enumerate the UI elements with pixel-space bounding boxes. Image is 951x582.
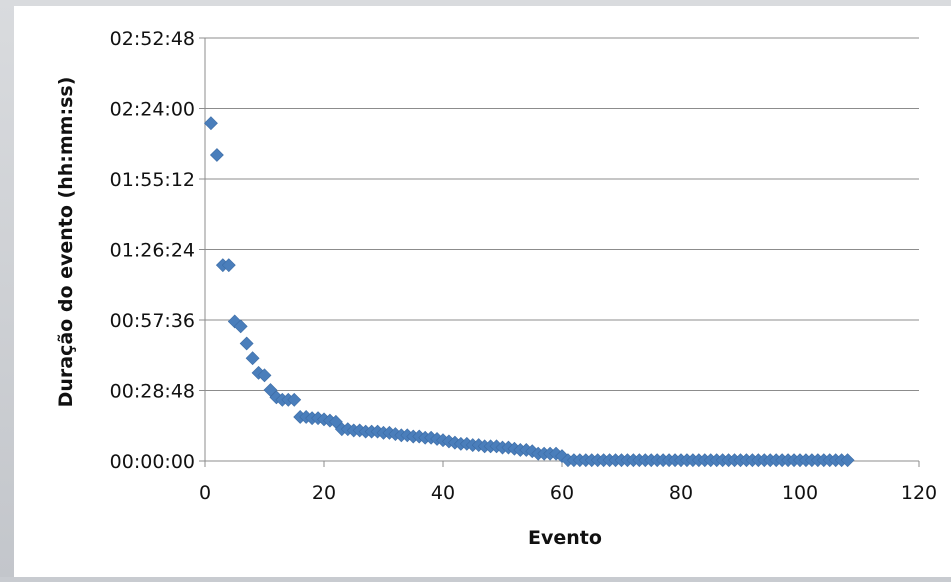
x-tick-label: 40 xyxy=(431,482,455,504)
data-point xyxy=(840,453,855,468)
x-tick-label: 100 xyxy=(782,482,818,504)
y-tick-label: 00:57:36 xyxy=(110,310,195,332)
data-point xyxy=(233,319,248,334)
y-tick-label: 01:55:12 xyxy=(110,169,195,191)
data-points xyxy=(204,116,855,468)
y-tick-label: 01:26:24 xyxy=(110,240,195,262)
data-point xyxy=(245,351,260,366)
axes xyxy=(199,37,920,467)
y-tick-labels: 00:00:00 00:28:48 00:57:36 01:26:24 01:55:12… xyxy=(110,28,195,473)
data-point xyxy=(221,258,236,273)
y-tick-label: 00:00:00 xyxy=(110,451,195,473)
y-tick-label: 02:24:00 xyxy=(110,99,195,121)
y-tick-label: 02:52:48 xyxy=(110,28,195,50)
x-tick-label: 120 xyxy=(901,482,937,504)
gridlines xyxy=(205,37,919,391)
x-tick-label: 60 xyxy=(550,482,574,504)
x-tick-label: 20 xyxy=(312,482,336,504)
scatter-chart: 00:00:00 00:28:48 00:57:36 01:26:24 01:55:12… xyxy=(55,28,937,549)
data-point xyxy=(239,336,254,351)
y-axis-title: Duração do evento (hh:mm:ss) xyxy=(55,77,77,408)
data-point xyxy=(204,116,218,131)
x-tick-label: 0 xyxy=(199,482,211,504)
data-point xyxy=(287,392,302,407)
x-axis-title: Evento xyxy=(528,527,602,549)
data-point xyxy=(209,148,224,162)
y-tick-label: 00:28:48 xyxy=(110,381,195,403)
x-tick-labels: 0 20 40 60 80 100 120 xyxy=(199,482,937,504)
x-tick-label: 80 xyxy=(669,482,693,504)
chart-panel: 00:00:00 00:28:48 00:57:36 01:26:24 01:55:12… xyxy=(14,6,951,577)
data-point xyxy=(257,368,272,383)
